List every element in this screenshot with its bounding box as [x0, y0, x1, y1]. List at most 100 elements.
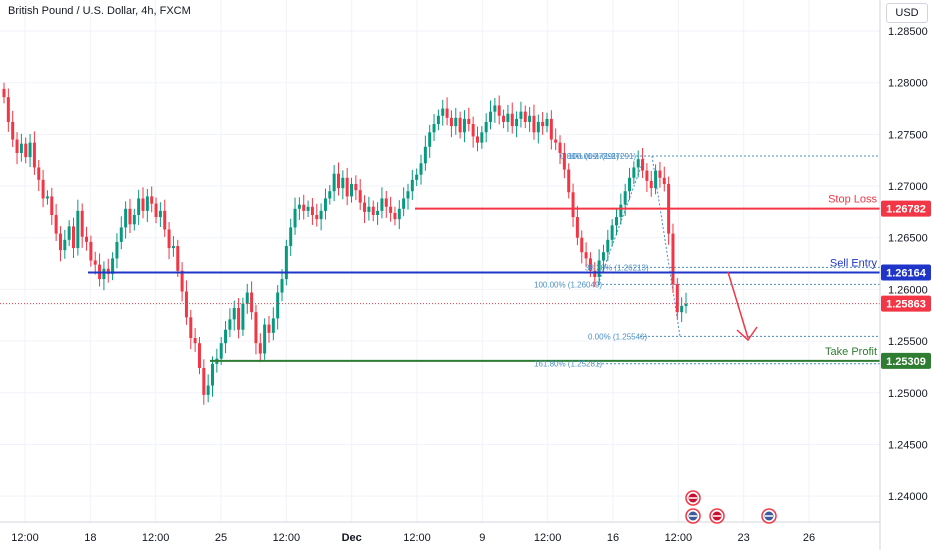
candle-body — [72, 226, 76, 249]
candle-body — [145, 196, 149, 211]
candle-body — [341, 177, 345, 189]
candle-body — [137, 198, 141, 216]
candle-body — [684, 303, 688, 306]
price-tick-label: 1.28000 — [888, 78, 928, 90]
candle-body — [562, 152, 566, 170]
candle-body — [415, 174, 419, 180]
price-tag-label: 1.26164 — [886, 267, 927, 279]
time-tick-label: Dec — [342, 532, 362, 544]
candle-body — [510, 113, 514, 127]
candle-body — [258, 343, 262, 354]
candle-body — [354, 183, 358, 191]
candle-body — [124, 208, 128, 228]
candle-body — [623, 191, 627, 205]
candle-body — [41, 179, 45, 199]
projection-arrowhead — [736, 326, 758, 342]
price-tick-label: 1.25000 — [888, 388, 928, 400]
candle-body — [428, 132, 432, 147]
candle-body — [649, 180, 653, 189]
candle-body — [393, 212, 397, 220]
candle-body — [497, 105, 501, 116]
level-name: Stop Loss — [828, 194, 877, 206]
candle-body — [245, 292, 249, 304]
candle-body — [163, 210, 167, 230]
candle-body — [32, 142, 36, 168]
candle-body — [93, 260, 97, 265]
candle-body — [306, 206, 310, 211]
candle-body — [2, 88, 6, 98]
candle-body — [28, 142, 32, 158]
candle-body — [271, 318, 275, 333]
price-tag-label: 1.26782 — [886, 204, 926, 216]
price-tick-label: 1.26000 — [888, 284, 928, 296]
candle-body — [371, 206, 375, 216]
candle-body — [315, 215, 319, 220]
candle-body — [189, 317, 193, 339]
candle-body — [58, 233, 62, 251]
candle-body — [519, 111, 523, 119]
uk-flag-icon[interactable] — [685, 490, 701, 506]
time-tick-label: 12:00 — [142, 532, 170, 544]
candle-body — [67, 226, 71, 240]
candle-body — [176, 246, 180, 271]
fib-label: 161.80% (1.25281) — [534, 360, 602, 369]
candle-body — [601, 252, 605, 261]
price-tag — [881, 264, 931, 281]
candle-body — [310, 206, 314, 216]
candle-body — [363, 202, 367, 212]
time-tick-label: 12:00 — [403, 532, 431, 544]
candle-body — [11, 121, 15, 140]
time-tick-label: 16 — [607, 532, 619, 544]
candle-body — [171, 246, 175, 249]
time-tick-label: 25 — [215, 532, 227, 544]
candle-body — [76, 210, 80, 249]
fib-trend-line — [651, 155, 681, 337]
candle-body — [102, 268, 106, 280]
candle-body — [6, 97, 10, 122]
candle-body — [328, 191, 332, 199]
candle-body — [289, 227, 293, 247]
candle-body — [423, 146, 427, 164]
candle-body — [506, 113, 510, 122]
candle-body — [132, 215, 136, 225]
candle-body — [180, 270, 184, 292]
price-tag — [881, 352, 931, 369]
candle-body — [436, 115, 440, 125]
candle-body — [115, 241, 119, 259]
us-flag-icon[interactable] — [761, 508, 777, 524]
fib-label: 100.00% (1.27291) — [568, 152, 636, 161]
candle-body — [632, 167, 636, 178]
price-tick-label: 1.24000 — [888, 491, 928, 503]
candle-body — [567, 169, 571, 193]
candle-body — [19, 143, 23, 153]
fib-trend-line — [597, 155, 646, 285]
candle-body — [658, 170, 662, 178]
candle-body — [675, 284, 679, 313]
candle-body — [471, 124, 475, 137]
us-flag-icon[interactable] — [685, 508, 701, 524]
currency-button[interactable]: USD — [886, 3, 928, 23]
price-tick-label: 1.25500 — [888, 336, 928, 348]
candle-body — [267, 324, 271, 333]
time-tick-label: 12:00 — [534, 532, 562, 544]
candle-body — [410, 179, 414, 192]
candle-body — [323, 198, 327, 211]
time-tick-label: 9 — [479, 532, 485, 544]
candle-body — [458, 117, 462, 133]
candle-body — [158, 210, 162, 218]
candle-body — [636, 159, 640, 168]
candle-body — [154, 203, 158, 218]
candle-body — [150, 196, 154, 204]
candle-body — [254, 312, 258, 344]
candle-body — [515, 118, 519, 127]
candle-body — [528, 115, 532, 122]
candle-body — [558, 142, 562, 153]
candle-body — [545, 118, 549, 127]
fib-label: 100.00% (1.26049) — [534, 280, 602, 289]
candle-body — [276, 292, 280, 319]
candle-body — [193, 338, 197, 344]
candle-body — [128, 208, 132, 225]
uk-flag-icon[interactable] — [709, 508, 725, 524]
price-tag — [881, 200, 931, 217]
